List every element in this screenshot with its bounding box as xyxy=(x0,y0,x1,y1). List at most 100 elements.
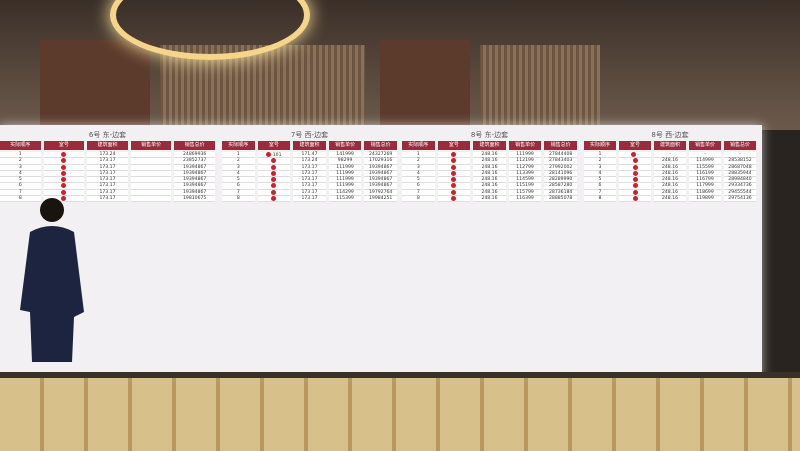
table-row: 2 173.24 98299 17029316 xyxy=(222,158,397,165)
table-cell: 3 xyxy=(0,164,41,171)
column-header: 销售总价 xyxy=(364,141,397,150)
table-row: 6 248.16 117999 29334736 xyxy=(584,183,756,190)
table-cell: 19810675 xyxy=(174,196,215,203)
sold-dot-icon xyxy=(451,152,457,157)
table-cell: 173.17 xyxy=(87,196,128,203)
table-cell: 4 xyxy=(402,170,435,178)
table-cell: 114599 xyxy=(508,177,542,184)
room-cell xyxy=(619,177,651,184)
table-cell: 141999 xyxy=(328,152,362,159)
table-cell: - xyxy=(724,152,756,159)
room-cell xyxy=(257,196,291,203)
room-cell xyxy=(43,158,85,165)
sold-dot-icon xyxy=(271,164,277,170)
table-cell: 24869936 xyxy=(174,152,215,159)
sold-dot-icon xyxy=(451,196,457,202)
table-cell: 118699 xyxy=(689,189,721,197)
table-cell: 4 xyxy=(584,170,616,178)
table-cell: 1 xyxy=(402,152,435,159)
room-cell xyxy=(437,152,471,159)
table-cell: 111999 xyxy=(328,164,362,171)
column-header: 室号 xyxy=(437,141,471,150)
sold-dot-icon xyxy=(632,196,638,202)
table-cell: 19792764 xyxy=(364,189,397,197)
table-cell: 115399 xyxy=(328,196,362,203)
table-cell: 173.24 xyxy=(87,152,128,159)
table-cell xyxy=(130,158,172,165)
sold-dot-icon xyxy=(61,152,67,157)
column-header: 实际顺序 xyxy=(222,141,255,150)
table-row: 8 248.16 119899 29754136 xyxy=(584,196,756,203)
table-cell: 24327269 xyxy=(364,152,397,159)
table-row: 2 248.16 114999 28538152 xyxy=(584,158,756,165)
table-row: 7 248.16 118699 29455544 xyxy=(584,189,756,197)
table-cell: 112799 xyxy=(508,164,542,171)
table-cell: 248.16 xyxy=(473,170,506,178)
room-cell xyxy=(437,196,471,203)
room-cell xyxy=(619,183,651,190)
room-cell xyxy=(257,164,291,171)
table-cell: 1 xyxy=(0,152,41,159)
table-cell: 27844408 xyxy=(544,152,577,159)
sales-board: 6号 东-边套 实际顺序 室号 建筑面积 销售单价 销售总价 1 173.24 2486993… xyxy=(0,125,762,377)
sold-dot-icon xyxy=(271,177,277,183)
room-cell xyxy=(437,164,471,171)
table-row: 5 248.16 114599 28289990 xyxy=(402,177,577,184)
sales-table: 8号 东-边套 实际顺序 室号 建筑面积 销售单价 销售总价 1 248.16 111999 2… xyxy=(402,129,577,203)
table-cell: 5 xyxy=(402,177,435,184)
table-cell: 2 xyxy=(402,158,435,165)
table-cell: 119899 xyxy=(689,196,721,203)
sold-dot-icon xyxy=(632,189,638,195)
room-cell xyxy=(437,183,471,190)
table-row: 7 173.17 114299 19792764 xyxy=(222,189,397,197)
room-cell xyxy=(257,170,291,178)
table-cell: - xyxy=(654,152,686,159)
sold-dot-icon xyxy=(632,177,638,183)
table-cell: 6 xyxy=(584,183,616,190)
table-row: 1 101 171.47 141999 24327269 xyxy=(222,152,397,159)
sold-dot-icon xyxy=(61,158,67,164)
table-cell: 28289990 xyxy=(544,177,577,184)
column-header: 建筑面积 xyxy=(473,141,506,150)
table-cell: 4 xyxy=(0,170,41,178)
table-cell: 111999 xyxy=(508,152,542,159)
sold-dot-icon xyxy=(630,152,636,157)
table-cell: 248.16 xyxy=(654,196,686,203)
table-cell: 4 xyxy=(222,170,255,178)
table-row: 7 248.16 115799 28736184 xyxy=(402,189,577,197)
sold-dot-icon xyxy=(61,170,67,176)
room-cell xyxy=(257,189,291,197)
sold-dot-icon xyxy=(61,183,67,189)
sold-dot-icon xyxy=(451,170,457,176)
table-cell: 28885078 xyxy=(544,196,577,203)
table-cell: 111999 xyxy=(328,183,362,190)
room-cell xyxy=(43,196,85,203)
table-cell: 1 xyxy=(584,152,616,159)
sales-table: 7号 西-边套 实际顺序 室号 建筑面积 销售单价 销售总价 1 101 171.47 1419… xyxy=(222,129,397,203)
sold-dot-icon xyxy=(451,164,457,170)
column-header: 室号 xyxy=(43,141,85,150)
table-cell: 248.16 xyxy=(473,177,506,184)
table-cell: 173.17 xyxy=(87,177,128,184)
table-cell: 111999 xyxy=(328,170,362,178)
table-cell: 117999 xyxy=(689,183,721,190)
table-row: 5 173.17 111999 19394867 xyxy=(222,177,397,184)
table-title: 8号 东-边套 xyxy=(470,131,509,139)
table-cell: 173.24 xyxy=(293,158,326,165)
table-cell: 114299 xyxy=(328,189,362,197)
column-header: 销售总价 xyxy=(174,141,215,150)
table-cell: 28141096 xyxy=(544,170,577,178)
room-cell: - xyxy=(619,152,651,159)
room-cell xyxy=(43,152,85,159)
table-row: 4 173.17 111999 19394867 xyxy=(222,170,397,178)
table-cell: 28587280 xyxy=(544,183,577,190)
room-cell xyxy=(619,189,651,197)
curtain xyxy=(480,45,600,130)
table-cell: 3 xyxy=(402,164,435,171)
room-cell xyxy=(437,170,471,178)
table-cell: 248.16 xyxy=(473,164,506,171)
person-silhouette xyxy=(20,198,84,362)
table-cell: 19394867 xyxy=(174,189,215,197)
table-cell xyxy=(130,170,172,178)
table-cell: 7 xyxy=(402,189,435,197)
